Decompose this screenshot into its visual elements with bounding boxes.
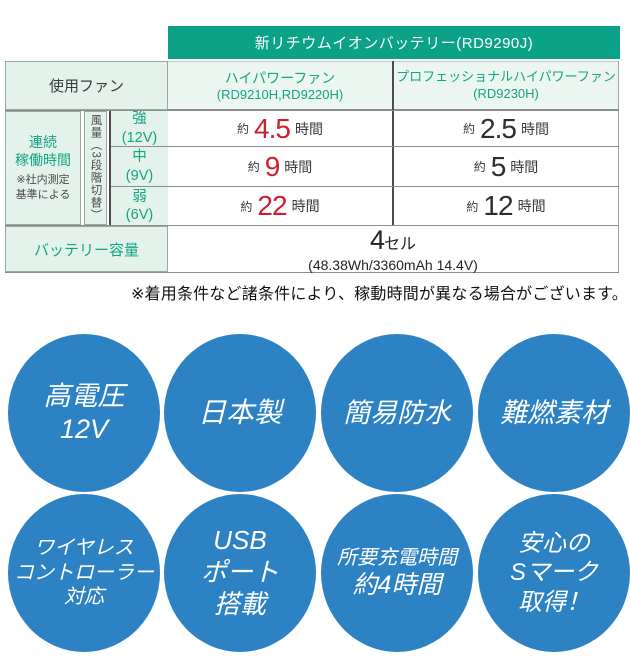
feature-line: 高電圧	[43, 381, 125, 412]
runtime-pro-mid: 約 5 時間	[394, 147, 619, 186]
level-cell-low: 弱 (6V)	[111, 187, 168, 225]
airflow-mode-label: 風量（3段階切替）	[89, 114, 102, 222]
feature-line: 簡易防水	[343, 397, 451, 428]
feature-line: 約4時間	[352, 570, 442, 599]
runtime-high-power-strong: 約 4.5 時間	[168, 111, 392, 146]
level-low: 弱	[132, 188, 147, 205]
hours-label: 時間	[517, 198, 546, 214]
feature-line: ワイヤレス	[34, 537, 134, 560]
feature-line: 12V	[59, 414, 109, 444]
runtime-high-power-low: 約 22 時間	[168, 187, 392, 225]
runtime-high-power-mid: 約 9 時間	[168, 147, 392, 186]
feature-line: 搭載	[213, 588, 266, 619]
level-cell-high: 強 (12V)	[111, 111, 168, 146]
battery-capacity-label: バッテリー容量	[33, 241, 139, 259]
approx-label: 約	[237, 122, 250, 136]
high-power-fan-models: (RD9210H,RD9220H)	[216, 86, 344, 102]
battery-title-bar: 新リチウムイオンバッテリー(RD9290J)	[168, 26, 620, 59]
hours-label: 時間	[291, 198, 320, 214]
row-divider	[5, 225, 619, 226]
feature-line: ポート	[200, 557, 279, 588]
feature-line: Sマーク	[509, 559, 598, 587]
runtime-note-line2: 基準による	[15, 189, 71, 202]
runtime-value: 5	[490, 150, 507, 182]
battery-cells-number: 4	[369, 224, 385, 255]
fan-columns-divider	[392, 61, 394, 225]
feature-circle-charge-time: 所要充電時間 約4時間	[321, 494, 473, 652]
feature-circle-water-resistant: 簡易防水	[321, 334, 473, 492]
row-divider	[5, 110, 619, 111]
battery-capacity-value-cell: 4セル (48.38Wh/3360mAh 14.4V)	[168, 225, 619, 273]
footnote: ※着用条件など諸条件により、稼動時間が異なる場合がございます。	[130, 286, 628, 303]
approx-label: 約	[473, 160, 486, 174]
feature-circle-flame-retardant: 難燃素材	[478, 334, 630, 492]
high-power-fan-name: ハイパワーファン	[224, 69, 336, 86]
voltage-high: (12V)	[121, 129, 158, 146]
feature-line: 所要充電時間	[337, 546, 457, 569]
runtime-label-line1: 連続	[29, 133, 57, 150]
battery-cells-unit: セル	[384, 235, 417, 253]
level-cell-mid: 中 (9V)	[111, 147, 168, 186]
runtime-note-line1: ※社内測定	[16, 174, 70, 187]
level-high: 強	[132, 111, 147, 128]
approx-label: 約	[247, 160, 260, 174]
hours-label: 時間	[520, 120, 549, 137]
approx-label: 約	[240, 199, 253, 214]
fan-row-label: 使用ファン	[48, 78, 124, 95]
hours-label: 時間	[284, 158, 313, 175]
row-divider	[111, 146, 619, 147]
hours-label: 時間	[294, 120, 323, 137]
battery-cells: 4セル	[370, 225, 416, 256]
voltage-low: (6V)	[125, 207, 154, 223]
row-divider	[111, 186, 619, 187]
feature-line: コントローラー	[14, 561, 154, 584]
fan-row-label-cell: 使用ファン	[5, 61, 168, 110]
runtime-label-line2: 稼働時間	[15, 152, 71, 169]
voltage-mid: (9V)	[125, 167, 154, 184]
runtime-value: 22	[257, 190, 287, 221]
runtime-label-cell: 連続 稼働時間 ※社内測定 基準による	[5, 111, 81, 225]
pro-fan-name: プロフェッショナルハイパワーファン	[396, 69, 616, 85]
table-bottom-border	[5, 272, 619, 273]
runtime-left-divider	[109, 110, 111, 225]
runtime-pro-low: 約 12 時間	[394, 187, 619, 225]
feature-circle-s-mark: 安心の Sマーク 取得！	[478, 494, 630, 652]
runtime-value: 12	[483, 190, 513, 221]
feature-circle-wireless-controller: ワイヤレス コントローラー 対応	[8, 494, 160, 652]
runtime-value: 4.5	[254, 112, 291, 144]
feature-circle-usb-port: USB ポート 搭載	[164, 494, 316, 652]
pro-fan-cell: プロフェッショナルハイパワーファン (RD9230H)	[394, 61, 619, 110]
high-power-fan-cell: ハイパワーファン (RD9210H,RD9220H)	[168, 61, 392, 110]
feature-line: 難燃素材	[500, 397, 608, 428]
airflow-mode-cell: 風量（3段階切替）	[84, 111, 107, 225]
feature-line: 取得！	[518, 588, 590, 616]
battery-title: 新リチウムイオンバッテリー(RD9290J)	[254, 35, 534, 52]
runtime-value: 2.5	[480, 112, 517, 144]
feature-line: USB	[213, 525, 267, 556]
approx-label: 約	[466, 199, 479, 214]
feature-circle-made-in-japan: 日本製	[164, 334, 316, 492]
feature-line: 日本製	[197, 396, 282, 428]
hours-label: 時間	[510, 158, 539, 175]
battery-capacity-label-cell: バッテリー容量	[5, 226, 168, 272]
approx-label: 約	[463, 122, 476, 136]
runtime-value: 9	[264, 150, 281, 182]
feature-line: 安心の	[518, 530, 590, 558]
feature-circle-high-voltage: 高電圧 12V	[8, 334, 160, 492]
runtime-pro-strong: 約 2.5 時間	[394, 111, 619, 146]
feature-line: 対応	[64, 586, 104, 609]
level-mid: 中	[132, 149, 147, 166]
pro-fan-models: (RD9230H)	[473, 86, 539, 102]
battery-capacity-detail: (48.38Wh/3360mAh 14.4V)	[308, 256, 478, 273]
